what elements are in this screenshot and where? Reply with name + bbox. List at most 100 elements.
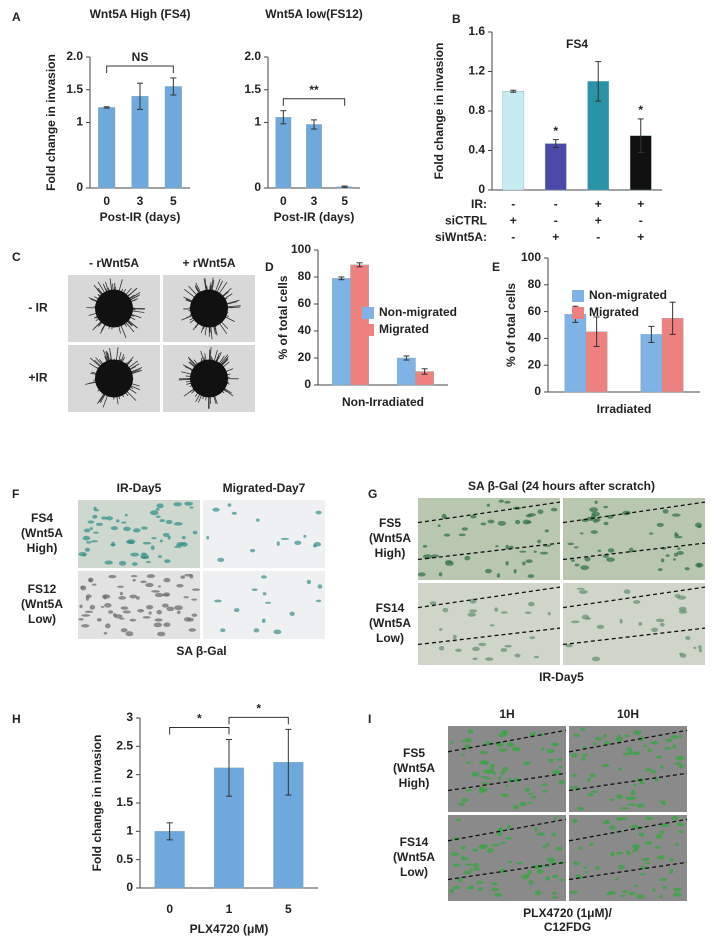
cell [524,787,531,792]
cell [674,532,678,537]
cell [578,846,583,850]
significance-label: * [197,712,202,726]
cell [536,869,544,874]
cell [644,862,651,865]
cell [103,631,108,635]
cell [516,861,524,865]
cell [547,611,551,616]
cell [505,560,509,566]
cell [183,596,189,599]
cell [558,780,565,785]
cell [584,556,591,562]
cell [633,751,640,756]
scratch-edge [447,772,567,792]
legend-label: Non-migrated [379,305,457,319]
cell [162,532,170,537]
cell [280,537,290,540]
cell [480,522,487,526]
cell [490,887,499,892]
cell [453,863,461,867]
cell [540,783,549,786]
cell [261,618,266,623]
cell [596,624,605,630]
cell [663,747,672,750]
condition-label: siCTRL [445,214,487,228]
cell [608,890,616,895]
cell [253,628,260,633]
cell [217,557,225,562]
cell [191,588,201,591]
cell [592,519,598,523]
error-bar [637,118,644,153]
cell [638,873,646,876]
row-label: (Wnt5A [369,531,411,545]
cell [131,562,138,566]
cell [643,744,648,748]
cell [460,753,466,756]
micrograph [568,726,688,812]
cell [156,609,162,615]
cell [633,600,641,604]
cell [443,533,451,537]
cell [570,786,579,789]
cell [255,518,260,522]
cell [249,548,256,553]
legend-label: Non-migrated [589,288,667,302]
cell [140,553,149,559]
condition-sign: - [511,230,515,244]
cell [499,841,507,844]
cell [92,531,99,534]
cell [479,750,488,754]
micrograph [568,815,688,901]
cell [533,655,540,659]
cell [676,822,685,827]
cell [652,888,656,892]
y-tick-label: 1 [126,824,133,838]
row-label: (Wnt5A [21,526,63,540]
x-tick-label: 3 [311,194,318,208]
significance-bracket [106,65,174,73]
cell [461,527,469,531]
cell [645,768,652,772]
significance-label: * [256,702,261,716]
cell [92,583,97,586]
cell [602,820,611,825]
cell [662,509,669,514]
x-axis-label: Post-IR (days) [100,210,181,224]
cell [233,608,240,613]
y-tick-label: 1 [254,115,261,129]
micrograph [447,815,567,901]
cell [662,885,668,889]
row-label: - IR [28,301,48,315]
scratch-edge [417,542,561,561]
cell [672,558,677,561]
cell [584,870,589,874]
cell [227,503,232,507]
cell [649,532,654,535]
error-bar [510,89,517,93]
y-tick-label: 40 [528,331,542,345]
cell [470,514,477,519]
cell [684,567,690,571]
y-tick-label: 2 [126,767,133,781]
cell [676,551,684,555]
cell [617,734,621,738]
bar [397,357,416,386]
cell [472,863,480,868]
y-tick-label: 0 [304,377,311,391]
cell [108,610,114,614]
scratch-edge [562,586,706,609]
cell [465,761,472,764]
cell [505,544,509,550]
cell [679,652,683,656]
y-tick-label: 80 [528,277,542,291]
cell [487,519,495,524]
cell [558,766,563,769]
condition-sign: + [552,230,559,244]
cell [102,594,111,599]
cell [574,563,580,567]
cell [180,575,186,579]
cell [659,894,663,898]
row-label: FS12 [28,582,57,596]
